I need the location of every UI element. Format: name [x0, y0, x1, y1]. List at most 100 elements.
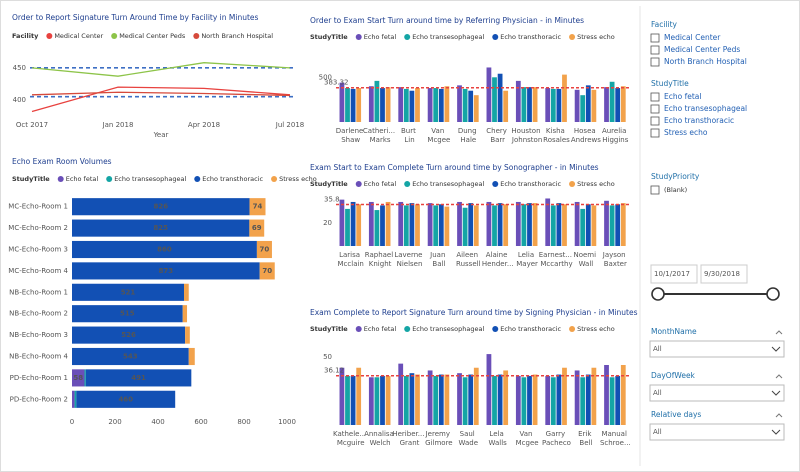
date-input[interactable]: [650, 264, 698, 284]
legend-marker: [355, 34, 362, 40]
bar: [580, 377, 586, 425]
legend-marker: [404, 181, 411, 187]
bar: [350, 88, 356, 122]
bar: [574, 370, 580, 425]
bar: [403, 375, 409, 425]
slicer-item[interactable]: (Blank): [664, 186, 687, 194]
legend-marker: [569, 34, 576, 40]
slider-handle[interactable]: [766, 287, 780, 301]
x-tick-label: Jeremy Gilmore: [425, 430, 453, 447]
legend-label: Echo transthoracic: [500, 33, 561, 41]
bar: [457, 373, 462, 425]
bar-segment: [84, 369, 86, 387]
x-tick-label: Houston Johnston: [511, 127, 543, 144]
chart-title: Order to Exam Start Turn around time by …: [310, 16, 584, 25]
slicer-item[interactable]: Stress echo: [664, 128, 708, 137]
date-end[interactable]: 9/30/2018: [704, 270, 740, 278]
bar: [462, 88, 468, 122]
bar: [409, 203, 415, 246]
slicer-title: StudyTitle: [651, 79, 689, 88]
x-tick-label: Heriber... Grant: [392, 430, 426, 447]
collapse-icon: [775, 413, 783, 418]
slicer-item[interactable]: Echo fetal: [664, 92, 701, 101]
series-line: [31, 86, 291, 113]
checkbox[interactable]: [650, 33, 660, 43]
x-tick-label: Aileen Russell: [456, 251, 481, 268]
slicer-item[interactable]: North Branch Hospital: [664, 57, 747, 66]
bar: [368, 201, 374, 246]
checkbox[interactable]: [650, 128, 660, 138]
slicer-item[interactable]: Echo transesophageal: [664, 104, 747, 113]
bar: [380, 375, 385, 425]
checkbox[interactable]: [650, 104, 660, 114]
bar-segment: [85, 369, 192, 387]
bar: [339, 367, 345, 425]
data-label: 873: [159, 267, 174, 275]
bar: [438, 374, 444, 425]
bar: [521, 377, 527, 425]
bar: [345, 375, 350, 425]
bar: [591, 89, 597, 122]
data-label: 543: [123, 353, 138, 361]
bar: [356, 367, 362, 425]
slicer-item[interactable]: Medical Center Peds: [664, 45, 740, 54]
bar: [433, 205, 439, 246]
checkbox[interactable]: [650, 92, 660, 102]
bar: [503, 370, 509, 425]
legend-label: Medical Center Peds: [119, 32, 186, 40]
bar: [457, 85, 462, 122]
bar: [433, 375, 439, 425]
dropdown[interactable]: [649, 340, 785, 358]
bar: [585, 374, 591, 425]
bar: [615, 88, 621, 122]
bar: [444, 374, 450, 425]
bar-segment: [72, 347, 189, 366]
date-start[interactable]: 10/1/2017: [654, 270, 690, 278]
slicer-item[interactable]: Medical Center: [664, 33, 721, 42]
dropdown-value[interactable]: All: [653, 345, 662, 353]
date-input[interactable]: [700, 264, 748, 284]
bar: [550, 205, 556, 246]
bar: [521, 87, 527, 122]
bar: [368, 86, 374, 122]
bar: [527, 203, 532, 246]
legend-marker: [194, 176, 201, 182]
average-label: 36.12: [324, 367, 344, 375]
bar-segment: [259, 262, 275, 280]
legend-title: StudyTitle: [310, 180, 348, 188]
x-tick-label: Apr 2018: [188, 121, 220, 129]
bar: [545, 198, 551, 246]
checkbox[interactable]: [650, 57, 660, 67]
legend-label: Echo transesophageal: [412, 180, 484, 188]
dropdown[interactable]: [649, 423, 785, 441]
legend-label: Echo transthoracic: [500, 325, 561, 333]
bar-segment: [185, 326, 190, 344]
bar-segment: [249, 198, 266, 216]
y-tick-label: MC-Echo-Room 4: [8, 267, 68, 275]
bar: [604, 200, 609, 246]
bar: [374, 210, 380, 246]
bar: [585, 85, 591, 122]
x-axis-label: Year: [153, 131, 169, 139]
checkbox[interactable]: [650, 185, 660, 195]
bar: [403, 88, 409, 122]
legend-label: Echo fetal: [364, 325, 397, 333]
bar-segment: [74, 390, 77, 408]
x-tick-label: Lelia Mayer: [516, 251, 538, 268]
slicer-item[interactable]: Echo transthoracic: [664, 116, 734, 125]
data-label: 70: [262, 267, 272, 275]
dropdown-title: DayOfWeek: [651, 371, 696, 380]
data-label: 69: [252, 224, 262, 232]
dropdown-value[interactable]: All: [653, 389, 662, 397]
dropdown-value[interactable]: All: [653, 428, 662, 436]
checkbox[interactable]: [650, 116, 660, 126]
chart-title: Order to Report Signature Turn Around Ti…: [12, 13, 259, 22]
checkbox[interactable]: [650, 45, 660, 55]
slider-handle[interactable]: [651, 287, 665, 301]
bar: [398, 87, 404, 122]
bar-segment: [72, 219, 250, 237]
series-line: [31, 91, 291, 97]
collapse-icon: [775, 374, 783, 379]
legend-marker: [355, 181, 362, 187]
dropdown[interactable]: [649, 384, 785, 402]
